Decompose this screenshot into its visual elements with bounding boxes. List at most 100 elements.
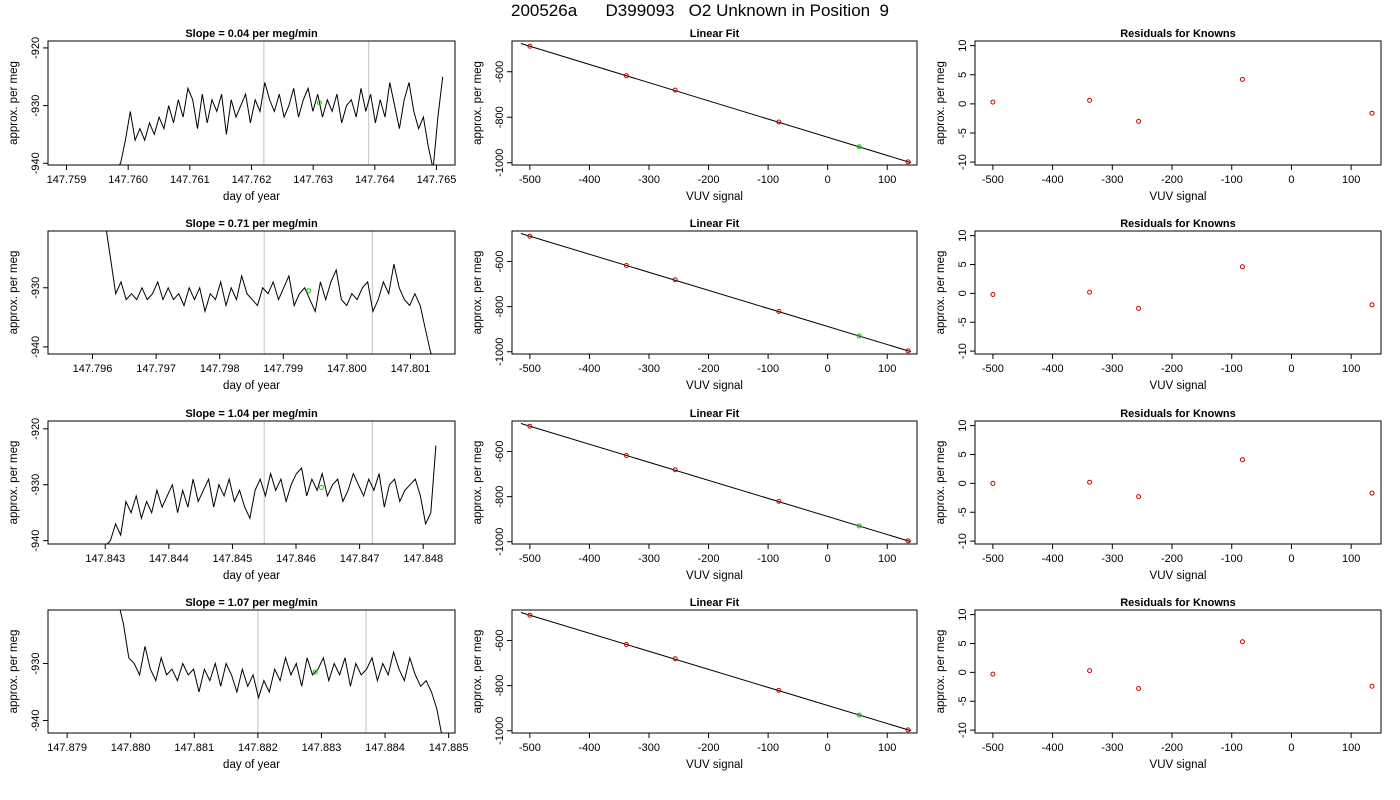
y-axis-label: approx. per meg [935, 630, 947, 714]
plot-frame [511, 420, 918, 545]
x-tick-label: 147.882 [238, 742, 278, 754]
linear-fit-1-title: Linear Fit [690, 28, 740, 40]
residual-point [1087, 479, 1093, 485]
x-tick-label: -200 [698, 742, 720, 754]
x-tick-label: 0 [1288, 553, 1294, 565]
known-point [527, 233, 533, 239]
plot-frame [511, 40, 918, 166]
y-axis-label: approx. per meg [8, 630, 20, 714]
residuals-1-panel: Residuals for Knowns-500 -400 -300 -200 -100… [935, 28, 1382, 203]
known-point [776, 308, 782, 314]
plot-frame [511, 230, 918, 355]
residual-point [990, 99, 996, 105]
y-axis-label: approx. per meg [472, 61, 484, 145]
timeseries-2-title: Slope = 0.71 per meg/min [185, 218, 318, 230]
x-tick-label: -500 [982, 174, 1004, 186]
y-tick-label: -940 [30, 709, 42, 731]
residual-point [1136, 686, 1142, 692]
y-axis-label: approx. per meg [8, 251, 20, 335]
residual-point [1136, 494, 1142, 500]
fit-line [520, 233, 912, 353]
x-tick-label: -100 [757, 742, 779, 754]
x-tick-label: 147.879 [47, 742, 87, 754]
y-tick-label: -930 [30, 474, 42, 496]
residuals-3-title: Residuals for Knowns [1120, 408, 1236, 420]
unknown-point [312, 669, 318, 675]
y-tick-label: -940 [30, 530, 42, 552]
fit-line [520, 423, 912, 543]
timeseries-2-panel: Slope = 0.71 per meg/min 147.796 147.797 14… [8, 218, 456, 392]
x-tick-label: 0 [825, 553, 831, 565]
y-tick-label: -5 [957, 696, 969, 706]
residuals-2-title: Residuals for Knowns [1120, 218, 1236, 230]
residual-point [1369, 110, 1375, 116]
y-tick-label: -600 [494, 61, 506, 83]
x-tick-label: -200 [1161, 174, 1183, 186]
x-tick-label: -300 [638, 553, 660, 565]
x-tick-label: -200 [1161, 553, 1183, 565]
plot-frame [974, 40, 1382, 166]
residuals-2-panel: Residuals for Knowns-500 -400 -300 -200 -100… [935, 218, 1382, 392]
x-tick-label: -300 [638, 742, 660, 754]
x-tick-label: -200 [698, 174, 720, 186]
x-tick-label: -500 [519, 742, 541, 754]
y-tick-label: -930 [30, 277, 42, 299]
residual-point [1087, 289, 1093, 295]
x-tick-label: -200 [698, 363, 720, 375]
x-tick-label: -300 [638, 174, 660, 186]
x-tick-label: -100 [757, 553, 779, 565]
x-tick-label: -500 [982, 363, 1004, 375]
linear-fit-4-title: Linear Fit [690, 597, 740, 609]
y-axis-label: approx. per meg [8, 61, 20, 145]
x-tick-label: 147.846 [276, 553, 316, 565]
linear-fit-2-title: Linear Fit [690, 218, 740, 230]
y-tick-label: -600 [494, 250, 506, 272]
y-tick-label: -5 [957, 507, 969, 517]
data-trace [118, 76, 444, 165]
x-tick-label: 100 [878, 174, 896, 186]
y-axis-label: approx. per meg [935, 251, 947, 335]
plot-frame [974, 230, 1382, 355]
x-tick-label: -300 [1101, 553, 1123, 565]
x-tick-label: -400 [578, 363, 600, 375]
x-tick-label: -300 [1101, 742, 1123, 754]
x-tick-label: -200 [1161, 742, 1183, 754]
x-tick-label: 147.844 [149, 553, 189, 565]
y-tick-label: -800 [494, 486, 506, 508]
y-tick-label: -1000 [494, 338, 506, 366]
data-trace [105, 231, 433, 354]
residual-point [1369, 490, 1375, 496]
residuals-3-panel: Residuals for Knowns-500 -400 -300 -200 -100… [935, 408, 1382, 582]
y-tick-label: -5 [957, 128, 969, 138]
data-trace [106, 445, 437, 544]
y-tick-label: 10 [957, 419, 969, 431]
unknown-point [316, 100, 322, 106]
fit-line [520, 43, 912, 164]
x-axis-label: VUV signal [686, 380, 743, 392]
known-point [905, 538, 911, 544]
known-point [623, 263, 629, 269]
x-axis-label: day of year [223, 759, 280, 771]
residual-point [1087, 97, 1093, 103]
x-tick-label: -200 [1161, 363, 1183, 375]
known-point [776, 119, 782, 125]
x-tick-label: -100 [1221, 553, 1243, 565]
residual-point [1136, 305, 1142, 311]
known-point [527, 423, 533, 429]
x-axis-label: VUV signal [686, 570, 743, 582]
y-axis-label: approx. per meg [8, 441, 20, 525]
residuals-4-title: Residuals for Knowns [1120, 597, 1236, 609]
fit-line [520, 612, 912, 732]
x-tick-label: 100 [1342, 742, 1360, 754]
y-tick-label: -10 [957, 154, 969, 170]
unknown-point [318, 485, 324, 491]
linear-fit-4-panel: Linear Fit-500 -400 -300 -200 -100 0 100-1000-… [472, 597, 918, 771]
y-tick-label: 0 [957, 669, 969, 675]
y-tick-label: 10 [957, 40, 969, 52]
x-tick-label: 147.799 [263, 363, 303, 375]
x-tick-label: -500 [982, 553, 1004, 565]
x-axis-label: day of year [223, 380, 280, 392]
plot-frame [974, 420, 1382, 545]
plot-frame [47, 609, 456, 734]
